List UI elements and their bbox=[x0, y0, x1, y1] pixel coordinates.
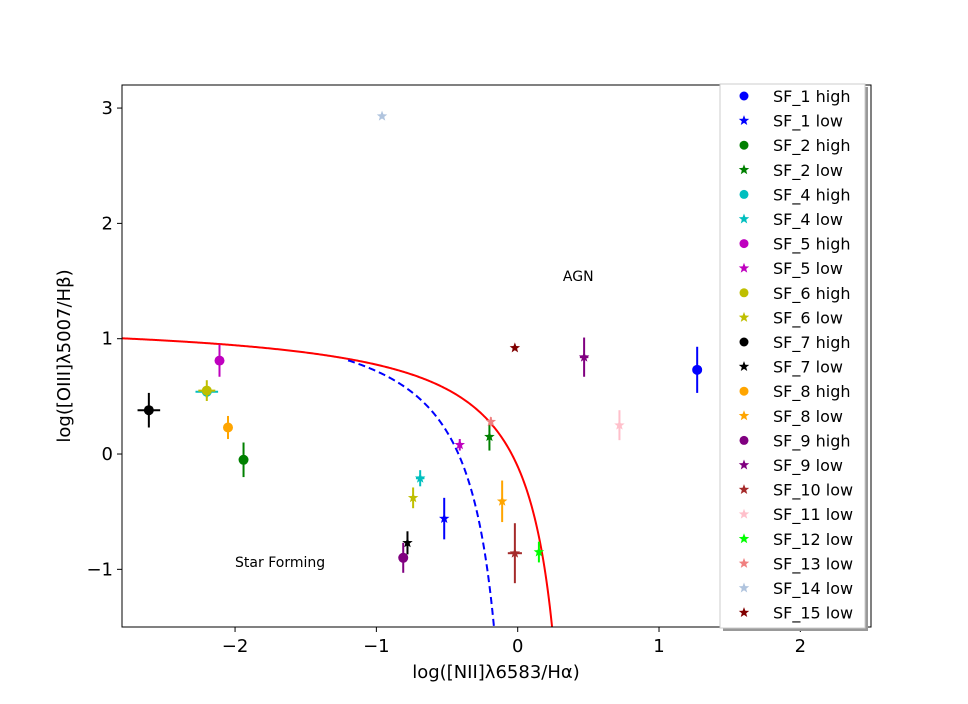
point-sf-6-high bbox=[201, 385, 212, 396]
point-sf-1-high bbox=[692, 364, 703, 375]
legend-entry: SF_2 low bbox=[773, 161, 843, 181]
point-sf-2-low bbox=[484, 431, 495, 442]
legend-entry: SF_6 high bbox=[773, 284, 851, 304]
legend-entry: SF_8 high bbox=[773, 382, 851, 402]
x-tick-label: 0 bbox=[512, 636, 523, 657]
legend-entry: SF_15 low bbox=[773, 604, 853, 624]
point-sf-12-low bbox=[533, 546, 545, 557]
legend-marker bbox=[738, 311, 750, 322]
plot-frame bbox=[121, 84, 872, 628]
y-tick-label: 2 bbox=[102, 213, 113, 234]
y-tick-label: 3 bbox=[102, 98, 113, 119]
legend-marker bbox=[738, 508, 750, 519]
legend-entry: SF_7 low bbox=[773, 358, 843, 378]
legend-entry: SF_7 high bbox=[773, 333, 851, 353]
data-points bbox=[137, 110, 703, 584]
legend-marker bbox=[738, 410, 750, 421]
x-axis-ticks: −2 −1 0 1 2 bbox=[222, 627, 806, 657]
legend-marker bbox=[738, 607, 750, 618]
y-axis-ticks: −1 0 1 2 3 bbox=[86, 98, 122, 580]
point-sf-6-low bbox=[407, 492, 419, 503]
legend-marker bbox=[738, 557, 750, 568]
point-sf-11-low bbox=[614, 419, 625, 430]
point-sf-5-high bbox=[214, 355, 225, 366]
point-sf-7-low bbox=[402, 537, 413, 548]
legend-entry: SF_4 low bbox=[773, 210, 843, 230]
legend-marker bbox=[739, 435, 749, 445]
legend-entry: SF_8 low bbox=[773, 407, 843, 427]
legend-marker bbox=[739, 189, 749, 199]
legend-entry: SF_9 high bbox=[773, 431, 851, 451]
kauffmann-curve bbox=[347, 359, 495, 627]
x-tick-label: 2 bbox=[795, 636, 806, 657]
legend-marker bbox=[738, 213, 750, 224]
legend-marker bbox=[738, 164, 750, 175]
demarcation-curves bbox=[122, 337, 554, 627]
x-tick-label: 1 bbox=[653, 636, 664, 657]
point-sf-8-low bbox=[496, 495, 508, 506]
point-sf-15-low bbox=[509, 342, 521, 353]
legend-entry: SF_12 low bbox=[773, 530, 853, 550]
legend-entry: SF_6 low bbox=[773, 308, 843, 328]
legend-marker bbox=[738, 262, 750, 273]
legend-entry: SF_9 low bbox=[773, 456, 843, 476]
legend-marker bbox=[738, 459, 750, 470]
x-tick-label: −1 bbox=[363, 636, 390, 657]
legend-entry: SF_5 low bbox=[773, 259, 843, 279]
legend-marker bbox=[739, 140, 749, 150]
legend-marker bbox=[739, 91, 749, 101]
kewley-curve bbox=[122, 337, 554, 627]
point-sf-4-low bbox=[414, 472, 426, 483]
point-sf-9-high bbox=[398, 552, 409, 563]
point-sf-14-low bbox=[376, 110, 388, 121]
legend-marker bbox=[738, 361, 750, 372]
y-axis-label: log([OIII]λ5007/Hβ) bbox=[54, 269, 75, 442]
point-sf-8-high bbox=[222, 422, 233, 433]
legend-marker bbox=[738, 582, 750, 593]
x-tick-label: −2 bbox=[222, 636, 249, 657]
y-tick-label: 1 bbox=[102, 329, 113, 350]
legend-marker bbox=[738, 484, 750, 495]
point-sf-2-high bbox=[238, 454, 249, 465]
point-sf-9-low bbox=[578, 351, 590, 362]
annotation-star-forming: Star Forming bbox=[235, 555, 325, 571]
y-tick-label: 0 bbox=[102, 444, 113, 465]
point-sf-10-low bbox=[509, 547, 521, 558]
legend-entry: SF_14 low bbox=[773, 579, 853, 599]
annotations: AGN Star Forming bbox=[235, 269, 594, 571]
legend-marker bbox=[739, 386, 749, 396]
legend-marker bbox=[738, 533, 750, 544]
legend-entry: SF_4 high bbox=[773, 185, 851, 205]
legend-marker bbox=[739, 288, 749, 298]
x-axis-label: log([NII]λ6583/Hα) bbox=[412, 662, 580, 683]
legend-entry: SF_1 high bbox=[773, 87, 851, 107]
point-sf-1-low bbox=[438, 513, 450, 524]
legend-entry: SF_10 low bbox=[773, 481, 853, 501]
legend: SF_1 high SF_1 low SF_2 high SF_2 low SF_4 h… bbox=[719, 83, 868, 631]
legend-entry: SF_1 low bbox=[773, 112, 843, 132]
annotation-agn: AGN bbox=[563, 269, 594, 285]
point-sf-13-low bbox=[485, 416, 497, 427]
legend-marker bbox=[738, 115, 750, 126]
y-tick-label: −1 bbox=[86, 559, 113, 580]
legend-marker bbox=[739, 337, 749, 347]
legend-entry: SF_5 high bbox=[773, 235, 851, 255]
legend-entry: SF_2 high bbox=[773, 136, 851, 156]
point-sf-5-low bbox=[454, 439, 465, 450]
legend-entry: SF_11 low bbox=[773, 505, 853, 525]
legend-entry: SF_13 low bbox=[773, 554, 853, 574]
point-sf-7-high bbox=[143, 405, 154, 416]
legend-marker bbox=[739, 239, 749, 249]
